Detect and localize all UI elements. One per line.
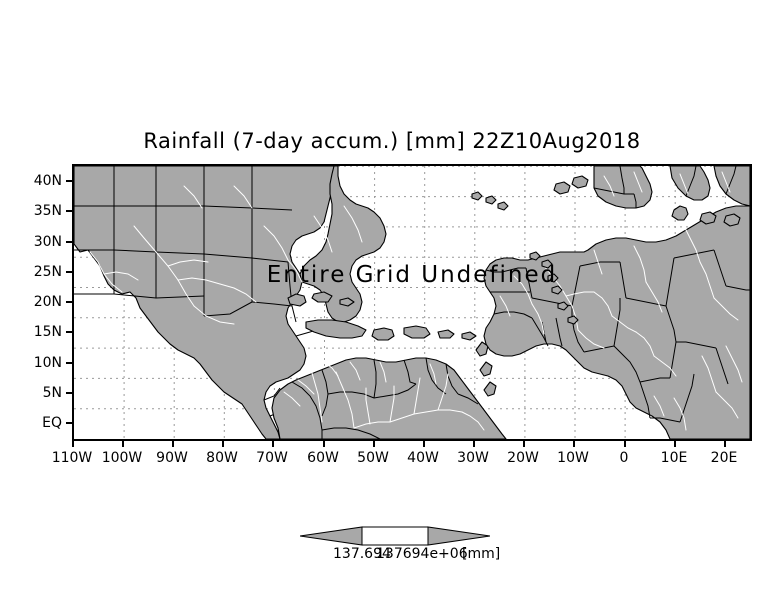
y-tick [66,422,72,424]
x-tick [323,441,325,447]
colorbar-units-label: [mm] [462,546,501,562]
x-axis-label-10e: 10E [660,450,688,466]
colorbar-labels: 137.694 137694e+06 [mm] [150,546,640,566]
y-tick [66,210,72,212]
x-tick [674,441,676,447]
y-tick [66,301,72,303]
north-america [74,166,387,439]
atlantic-islands [471,191,579,325]
x-axis-label-50w: 50W [357,450,389,466]
x-axis-label-70w: 70W [256,450,288,466]
x-axis-label-40w: 40W [407,450,439,466]
y-axis-label-30n: 30N [33,234,62,250]
y-axis-label-5n: 5N [42,385,62,401]
x-tick [272,441,274,447]
y-axis-label-25n: 25N [33,264,62,280]
x-axis-label-10w: 10W [557,450,589,466]
y-tick [66,271,72,273]
x-tick [573,441,575,447]
colorbar-min-label: 137.694 [333,546,391,562]
y-axis-label-40n: 40N [33,173,62,189]
x-tick [222,441,224,447]
x-axis-label-110w: 110W [51,450,93,466]
map-plot-area[interactable]: .land{fill:#a8a8a8;stroke:#000000;stroke… [72,164,752,441]
y-tick [66,180,72,182]
colorbar[interactable] [300,524,490,548]
x-axis-label-30w: 30W [457,450,489,466]
y-tick [66,362,72,364]
x-axis-label-100w: 100W [101,450,143,466]
x-tick [624,441,626,447]
x-tick [724,441,726,447]
x-axis-label-90w: 90W [156,450,188,466]
x-axis-label-20w: 20W [507,450,539,466]
y-axis-label-15n: 15N [33,324,62,340]
colorbar-max-label: 137694e+06 [376,546,468,562]
x-tick [473,441,475,447]
x-tick [373,441,375,447]
x-axis-label-60w: 60W [307,450,339,466]
y-tick [66,331,72,333]
y-axis-label-35n: 35N [33,203,62,219]
y-axis-label-eq: EQ [42,415,62,431]
x-tick [122,441,124,447]
page-title: Rainfall (7-day accum.) [mm] 22Z10Aug201… [143,129,641,153]
world-map: .land{fill:#a8a8a8;stroke:#000000;stroke… [74,166,750,439]
x-tick [423,441,425,447]
y-axis-label-10n: 10N [33,355,62,371]
x-axis-label-0: 0 [619,450,629,466]
south-america [271,357,507,439]
x-tick [172,441,174,447]
europe-mediterranean [553,166,750,227]
x-axis-label-80w: 80W [206,450,238,466]
y-axis-label-20n: 20N [33,294,62,310]
caribbean-islands [287,291,497,397]
x-tick [72,441,74,447]
x-tick [523,441,525,447]
y-tick [66,241,72,243]
x-axis-label-20e: 20E [710,450,738,466]
y-tick [66,392,72,394]
